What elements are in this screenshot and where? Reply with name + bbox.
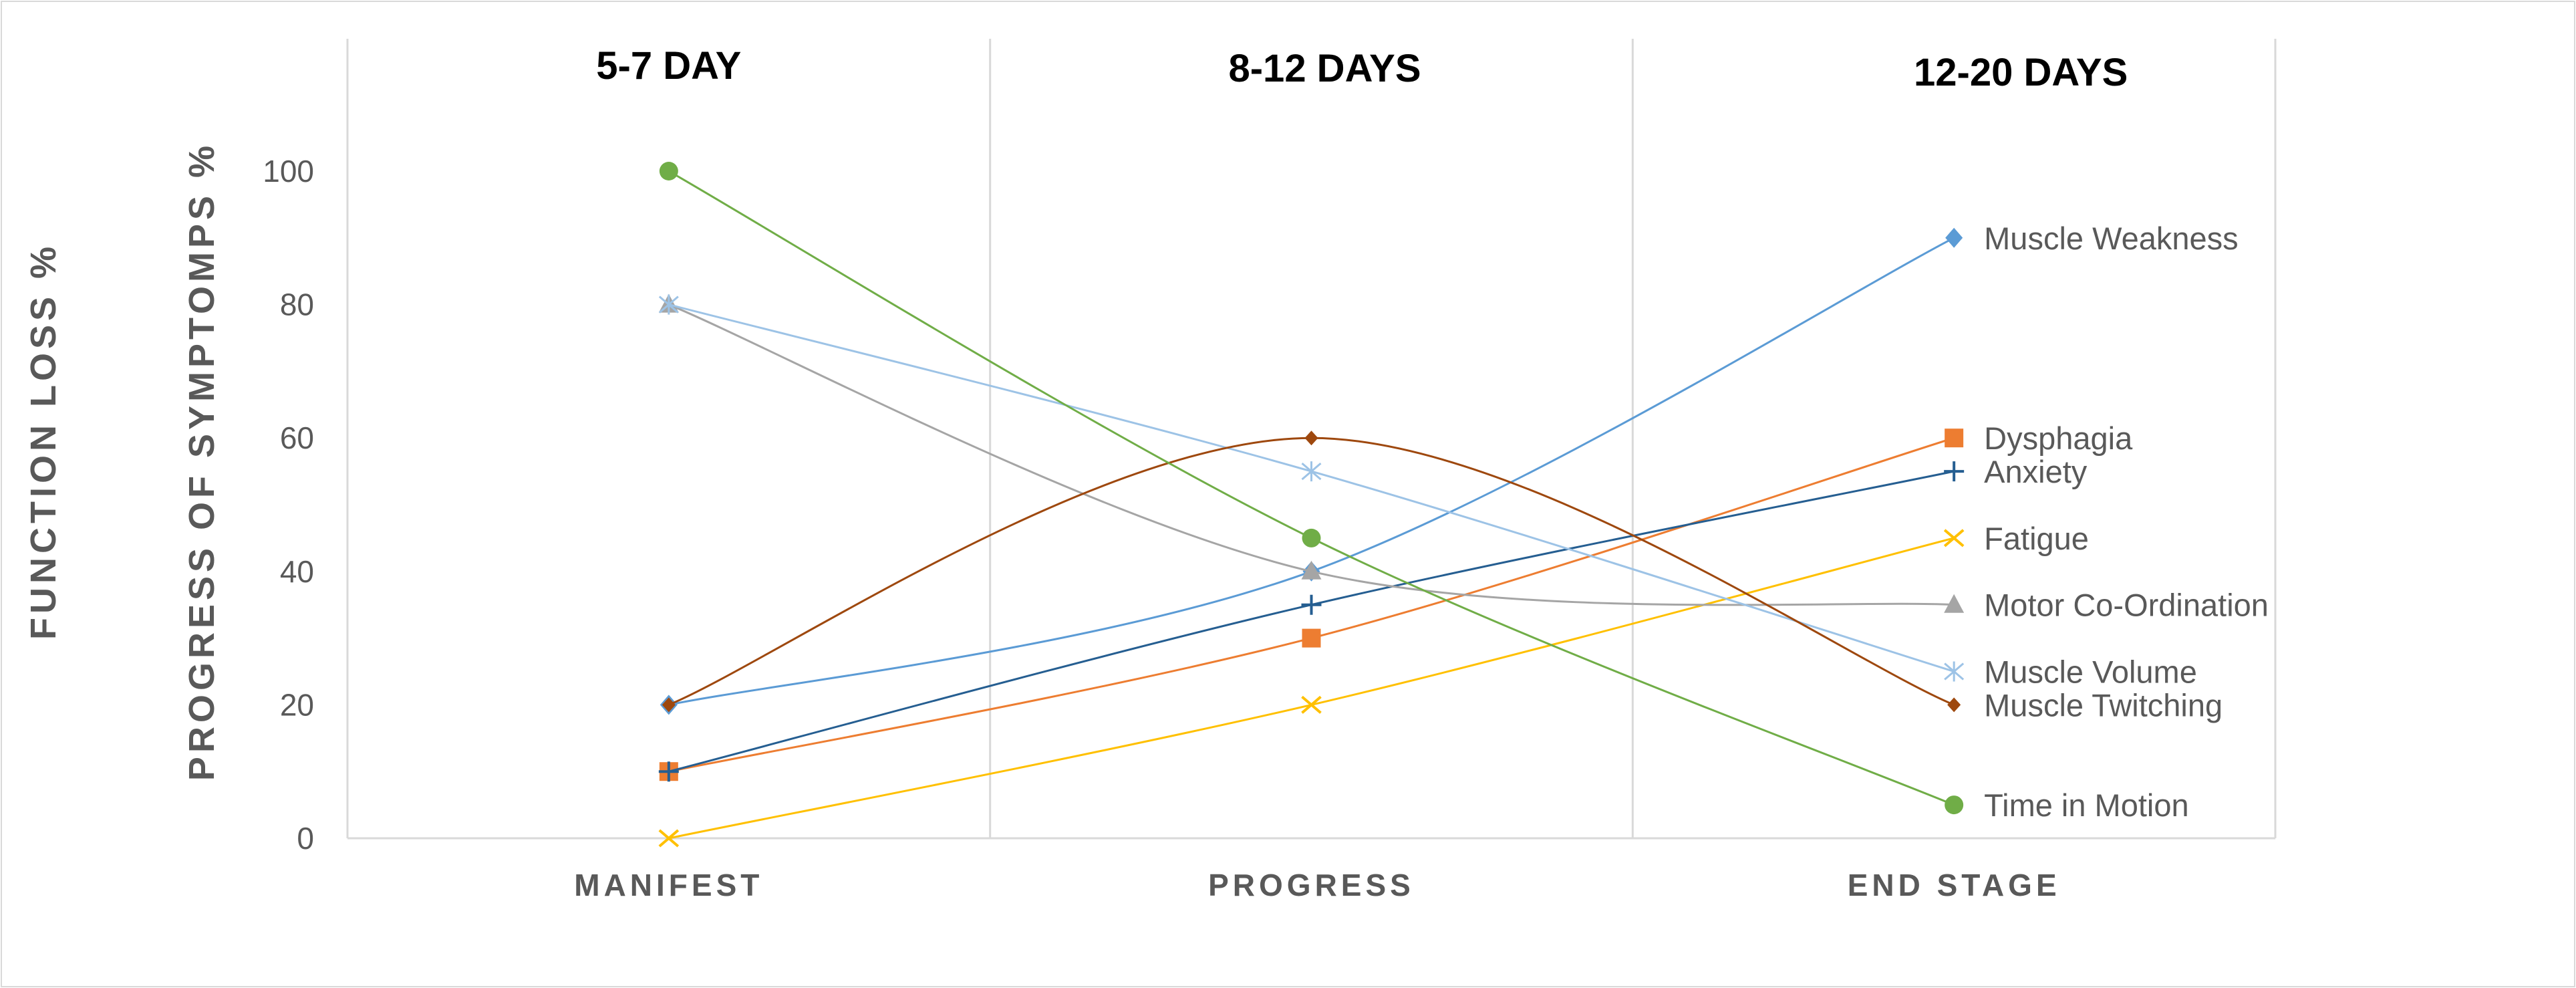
data-point-muscle-volume (1301, 461, 1322, 482)
data-point-muscle-twitching (1304, 430, 1318, 446)
series-label-anxiety: Anxiety (1984, 454, 2088, 489)
series-line-motor-co-ordination (668, 303, 1955, 606)
y-axis-title-inner: PROGRESS OF SYMPTOMPS % (182, 142, 222, 781)
series-label-muscle-volume: Muscle Volume (1984, 654, 2197, 690)
data-point-dysphagia (1945, 428, 1964, 448)
series-line-muscle-volume (668, 303, 1955, 672)
series-line-time-in-motion (668, 170, 1955, 806)
data-point-muscle-weakness (1945, 227, 1963, 248)
y-tick-label: 100 (263, 154, 314, 189)
data-point-anxiety (658, 761, 679, 782)
data-point-time-in-motion (1302, 528, 1321, 547)
data-point-muscle-volume (658, 294, 679, 315)
phase-label: 8-12 DAYS (1228, 47, 1421, 90)
series-label-time-in-motion: Time in Motion (1984, 787, 2188, 823)
series-label-muscle-weakness: Muscle Weakness (1984, 221, 2239, 256)
data-point-muscle-twitching (1947, 697, 1961, 713)
data-point-muscle-volume (1944, 661, 1965, 682)
data-point-motor-co-ordination (1301, 560, 1322, 580)
phase-label: 5-7 DAY (596, 44, 741, 88)
data-point-fatigue (658, 829, 680, 848)
y-axis-title-outer: FUNCTION LOSS % (23, 243, 63, 640)
y-tick-label: 80 (280, 287, 314, 322)
x-tick-label: MANIFEST (574, 868, 763, 902)
data-point-motor-co-ordination (1944, 594, 1965, 613)
data-point-fatigue (1301, 695, 1322, 714)
y-tick-label: 60 (280, 420, 314, 455)
data-point-anxiety (1944, 461, 1965, 482)
y-tick-label: 20 (280, 687, 314, 722)
series-label-fatigue: Fatigue (1984, 521, 2089, 556)
series-line-anxiety (668, 470, 1955, 773)
data-point-anxiety (1301, 594, 1322, 615)
data-point-muscle-twitching (662, 697, 676, 713)
y-tick-label: 0 (297, 821, 314, 856)
data-point-time-in-motion (1945, 795, 1964, 815)
series-label-motor-co-ordination: Motor Co-Ordination (1984, 588, 2269, 623)
data-point-time-in-motion (659, 162, 678, 180)
series-label-muscle-twitching: Muscle Twitching (1984, 687, 2223, 723)
data-point-fatigue (1943, 529, 1965, 547)
y-tick-label: 40 (280, 554, 314, 589)
data-point-dysphagia (1302, 628, 1321, 648)
series-line-fatigue (668, 537, 1955, 840)
x-tick-label: PROGRESS (1208, 868, 1415, 902)
phase-label: 12-20 DAYS (1914, 51, 2128, 94)
x-tick-label: END STAGE (1848, 868, 2061, 902)
series-label-dysphagia: Dysphagia (1984, 420, 2133, 456)
